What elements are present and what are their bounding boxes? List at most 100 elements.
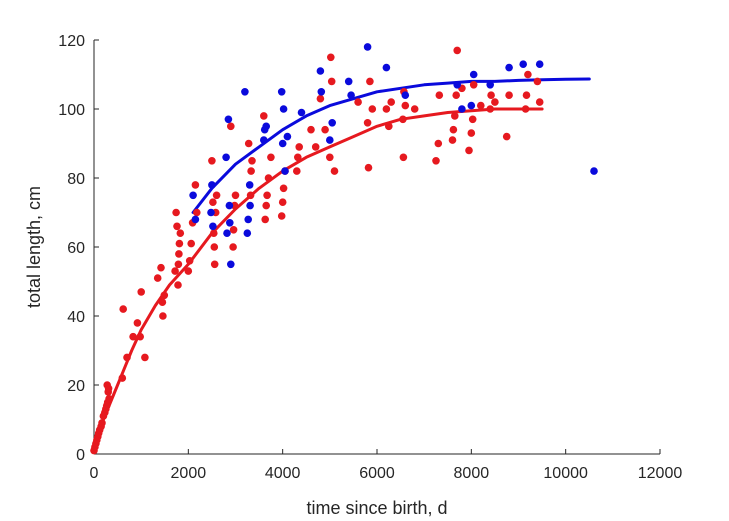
male-data-point [326, 136, 334, 144]
fit-line-male-fit [191, 77, 591, 214]
male-data-point [316, 67, 325, 75]
female-data-point [174, 260, 183, 269]
female-data-point [247, 167, 255, 175]
female-data-point [175, 239, 184, 248]
female-data-point [486, 105, 495, 113]
female-data-point [105, 395, 113, 403]
y-tick-label: 0 [76, 447, 85, 464]
female-data-point [366, 77, 374, 86]
x-tick-label: 0 [90, 465, 99, 482]
y-tick-label: 80 [67, 171, 85, 188]
female-data-point [184, 267, 193, 275]
female-data-point [123, 353, 131, 362]
y-tick-label: 100 [58, 102, 85, 119]
female-data-point [307, 125, 315, 134]
male-data-point [382, 63, 391, 72]
female-data-point [212, 191, 221, 200]
x-tick-label: 6000 [359, 465, 395, 482]
female-data-point [294, 153, 302, 162]
male-data-point [222, 153, 230, 162]
x-axis-label: time since birth, d [306, 498, 447, 518]
male-data-point [519, 60, 527, 68]
female-data-point [118, 374, 127, 382]
male-data-point [328, 119, 337, 127]
male-data-point [243, 229, 252, 237]
male-data-point [505, 63, 513, 72]
female-data-point [368, 105, 377, 113]
female-data-point [399, 115, 407, 124]
male-data-point [363, 43, 372, 51]
female-data-point [363, 119, 372, 127]
female-data-point [210, 243, 219, 251]
female-data-point [248, 157, 256, 165]
female-data-point [157, 263, 165, 272]
female-data-point [159, 312, 167, 320]
y-ticks: 0 20 40 60 80 100 120 [58, 33, 99, 464]
female-data-point [136, 332, 144, 341]
fit-curves [92, 77, 591, 453]
male-data-point [453, 81, 462, 89]
female-data-point [522, 91, 531, 99]
female-data-point [229, 243, 237, 251]
male-data-point [344, 77, 353, 86]
y-axis-label: total length, cm [24, 186, 44, 308]
y-tick-label: 60 [67, 240, 85, 257]
female-data-point [267, 153, 275, 162]
female-data-point [262, 201, 271, 210]
female-data-point [244, 139, 253, 148]
male-data-point [297, 108, 306, 117]
female-data-point [382, 105, 391, 113]
female-data-point [521, 105, 530, 113]
male-data-point [467, 101, 476, 110]
female-data-point [535, 98, 544, 106]
female-data-point [185, 257, 194, 265]
male-data-point [317, 88, 326, 96]
male-data-point [260, 136, 268, 144]
y-tick-label: 120 [58, 33, 85, 50]
female-data-point [432, 157, 440, 165]
male-data-point [469, 70, 478, 79]
x-ticks: 0 2000 4000 6000 8000 10000 12000 [90, 449, 682, 482]
male-data-point [224, 115, 233, 124]
female-data-point [467, 129, 476, 137]
female-data-point [278, 198, 287, 206]
female-data-point [453, 46, 462, 55]
female-data-point [451, 112, 459, 120]
female-data-point [505, 91, 513, 99]
x-tick-label: 2000 [171, 465, 207, 482]
female-data-point [524, 70, 532, 79]
female-data-point [410, 105, 419, 113]
female-data-point [277, 212, 286, 220]
female-data-point [435, 91, 444, 99]
female-data-point [246, 191, 255, 200]
male-data-point [225, 201, 234, 210]
female-data-point [176, 229, 185, 237]
male-data-point [241, 88, 249, 96]
female-data-point [129, 332, 137, 341]
female-data-point [452, 91, 461, 99]
female-data-point [327, 77, 336, 86]
female-data-point [175, 250, 183, 258]
male-data-point [244, 215, 252, 224]
male-data-point [191, 215, 200, 224]
female-data-point [173, 222, 181, 231]
data-points [90, 43, 598, 455]
female-data-point [160, 291, 169, 300]
male-data-point [223, 229, 231, 237]
x-tick-label: 4000 [265, 465, 301, 482]
male-data-point [278, 139, 287, 148]
x-tick-label: 8000 [454, 465, 490, 482]
female-data-point [387, 98, 396, 106]
female-data-point [172, 208, 180, 217]
y-tick-label: 40 [67, 309, 85, 326]
male-data-point [226, 219, 234, 227]
female-data-point [316, 94, 325, 103]
female-data-point [171, 267, 179, 275]
female-data-point [209, 198, 217, 206]
male-data-point [281, 167, 289, 175]
x-tick-label: 10000 [543, 465, 588, 482]
female-data-point [193, 208, 201, 217]
female-data-point [230, 201, 239, 210]
male-data-point [245, 181, 254, 189]
